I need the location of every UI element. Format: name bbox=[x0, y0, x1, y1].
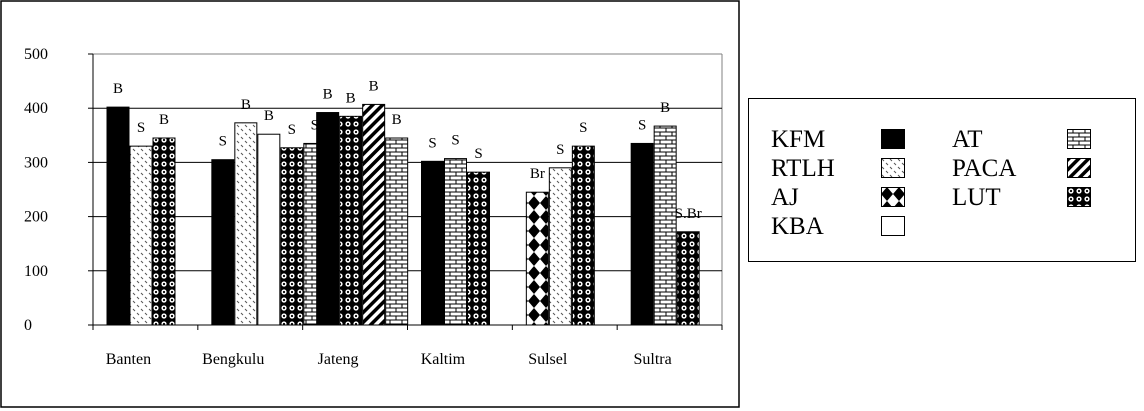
bar-jateng-paca bbox=[362, 103, 386, 326]
y-tick-label: 400 bbox=[24, 100, 48, 117]
bar-sultra-lut bbox=[676, 231, 700, 326]
bar-kaltim-lut bbox=[467, 171, 490, 326]
bar-data-label: B bbox=[113, 81, 123, 97]
bar-data-label: S bbox=[219, 134, 227, 150]
bar-sulsel-lut bbox=[571, 145, 595, 326]
bar-bengkulu-rtlh bbox=[234, 122, 258, 326]
legend-label: RTLH bbox=[771, 155, 835, 182]
axes: 0 100 200 300 400 500 Banten Bengkulu Jateng Kalt… bbox=[24, 46, 723, 368]
bar-data-label: B bbox=[159, 112, 169, 128]
bar-banten-kfm bbox=[106, 106, 130, 326]
y-tick-label: 300 bbox=[24, 154, 48, 171]
x-tick-label: Kaltim bbox=[421, 351, 466, 368]
x-tick-label: Jateng bbox=[318, 351, 359, 368]
bar-bengkulu-lut bbox=[280, 147, 304, 326]
bar-banten-rtlh bbox=[129, 145, 153, 326]
bar-data-label: B bbox=[369, 78, 379, 94]
legend-swatch-diamond bbox=[881, 187, 905, 207]
y-tick-label: 500 bbox=[24, 46, 48, 63]
legend-label: KBA bbox=[771, 213, 824, 240]
x-tick-label: Sulsel bbox=[528, 351, 568, 368]
bar-kaltim-kfm bbox=[421, 160, 444, 326]
bar-jateng-at bbox=[385, 137, 409, 326]
bar-data-label: B bbox=[323, 87, 333, 103]
bar-data-label: B bbox=[264, 108, 274, 124]
bar-sultra-kfm bbox=[630, 142, 654, 326]
bar-data-label: B bbox=[241, 97, 251, 113]
legend-swatch-solid-black bbox=[881, 129, 905, 149]
legend: KFM RTLH AJ KBA AT PACA LUT bbox=[748, 98, 1136, 262]
legend-label: KFM bbox=[771, 126, 826, 153]
bars bbox=[106, 103, 700, 326]
bar-data-label: S bbox=[137, 120, 145, 136]
bar-sulsel-rtlh bbox=[548, 167, 572, 326]
bar-data-label: S bbox=[451, 133, 459, 149]
bar-sultra-at bbox=[653, 125, 677, 326]
x-tick-label: Sultra bbox=[633, 351, 671, 368]
bar-data-label: S bbox=[428, 135, 436, 151]
chart-frame: 0 100 200 300 400 500 Banten Bengkulu Jateng Kalt… bbox=[0, 0, 740, 408]
bar-jateng-lut bbox=[339, 115, 363, 326]
x-tick-label: Bengkulu bbox=[202, 351, 264, 368]
legend-label: PACA bbox=[952, 155, 1017, 182]
bar-sulsel-aj bbox=[525, 191, 549, 326]
y-tick-label: 100 bbox=[24, 263, 48, 280]
bar-data-label: S bbox=[556, 142, 564, 158]
bar-kaltim-at bbox=[444, 158, 467, 326]
bar-data-label: B bbox=[346, 90, 356, 106]
bar-banten-lut bbox=[152, 137, 176, 326]
bar-data-label: S bbox=[288, 122, 296, 138]
bar-data-label: S bbox=[474, 146, 482, 162]
y-tick-label: 200 bbox=[24, 209, 48, 226]
legend-swatch-brick bbox=[1067, 129, 1091, 149]
bar-data-label: B bbox=[392, 112, 402, 128]
y-tick-label: 0 bbox=[24, 317, 32, 334]
bar-bengkulu-kfm bbox=[211, 159, 235, 326]
legend-label: AJ bbox=[771, 184, 799, 211]
bar-bengkulu-kba bbox=[257, 133, 281, 326]
bar-chart: 0 100 200 300 400 500 Banten Bengkulu Jateng Kalt… bbox=[0, 0, 740, 408]
x-tick-label: Banten bbox=[106, 351, 151, 368]
legend-swatch-white bbox=[881, 216, 905, 236]
bar-data-label: Br bbox=[530, 166, 545, 182]
bar-jateng-kfm bbox=[316, 112, 340, 326]
bar-data-label: B bbox=[660, 100, 670, 116]
bar-data-label: S bbox=[579, 120, 587, 136]
legend-label: AT bbox=[952, 126, 983, 153]
legend-swatch-circles bbox=[1067, 187, 1091, 207]
bar-data-label: S bbox=[311, 117, 319, 133]
legend-label: LUT bbox=[952, 184, 1001, 211]
legend-swatch-diagonal-stripes bbox=[1067, 158, 1091, 178]
bar-data-label: S.Br bbox=[675, 206, 702, 222]
chart-border bbox=[0, 0, 740, 408]
legend-swatch-dots-light bbox=[881, 158, 905, 178]
bar-data-label: S bbox=[638, 117, 646, 133]
